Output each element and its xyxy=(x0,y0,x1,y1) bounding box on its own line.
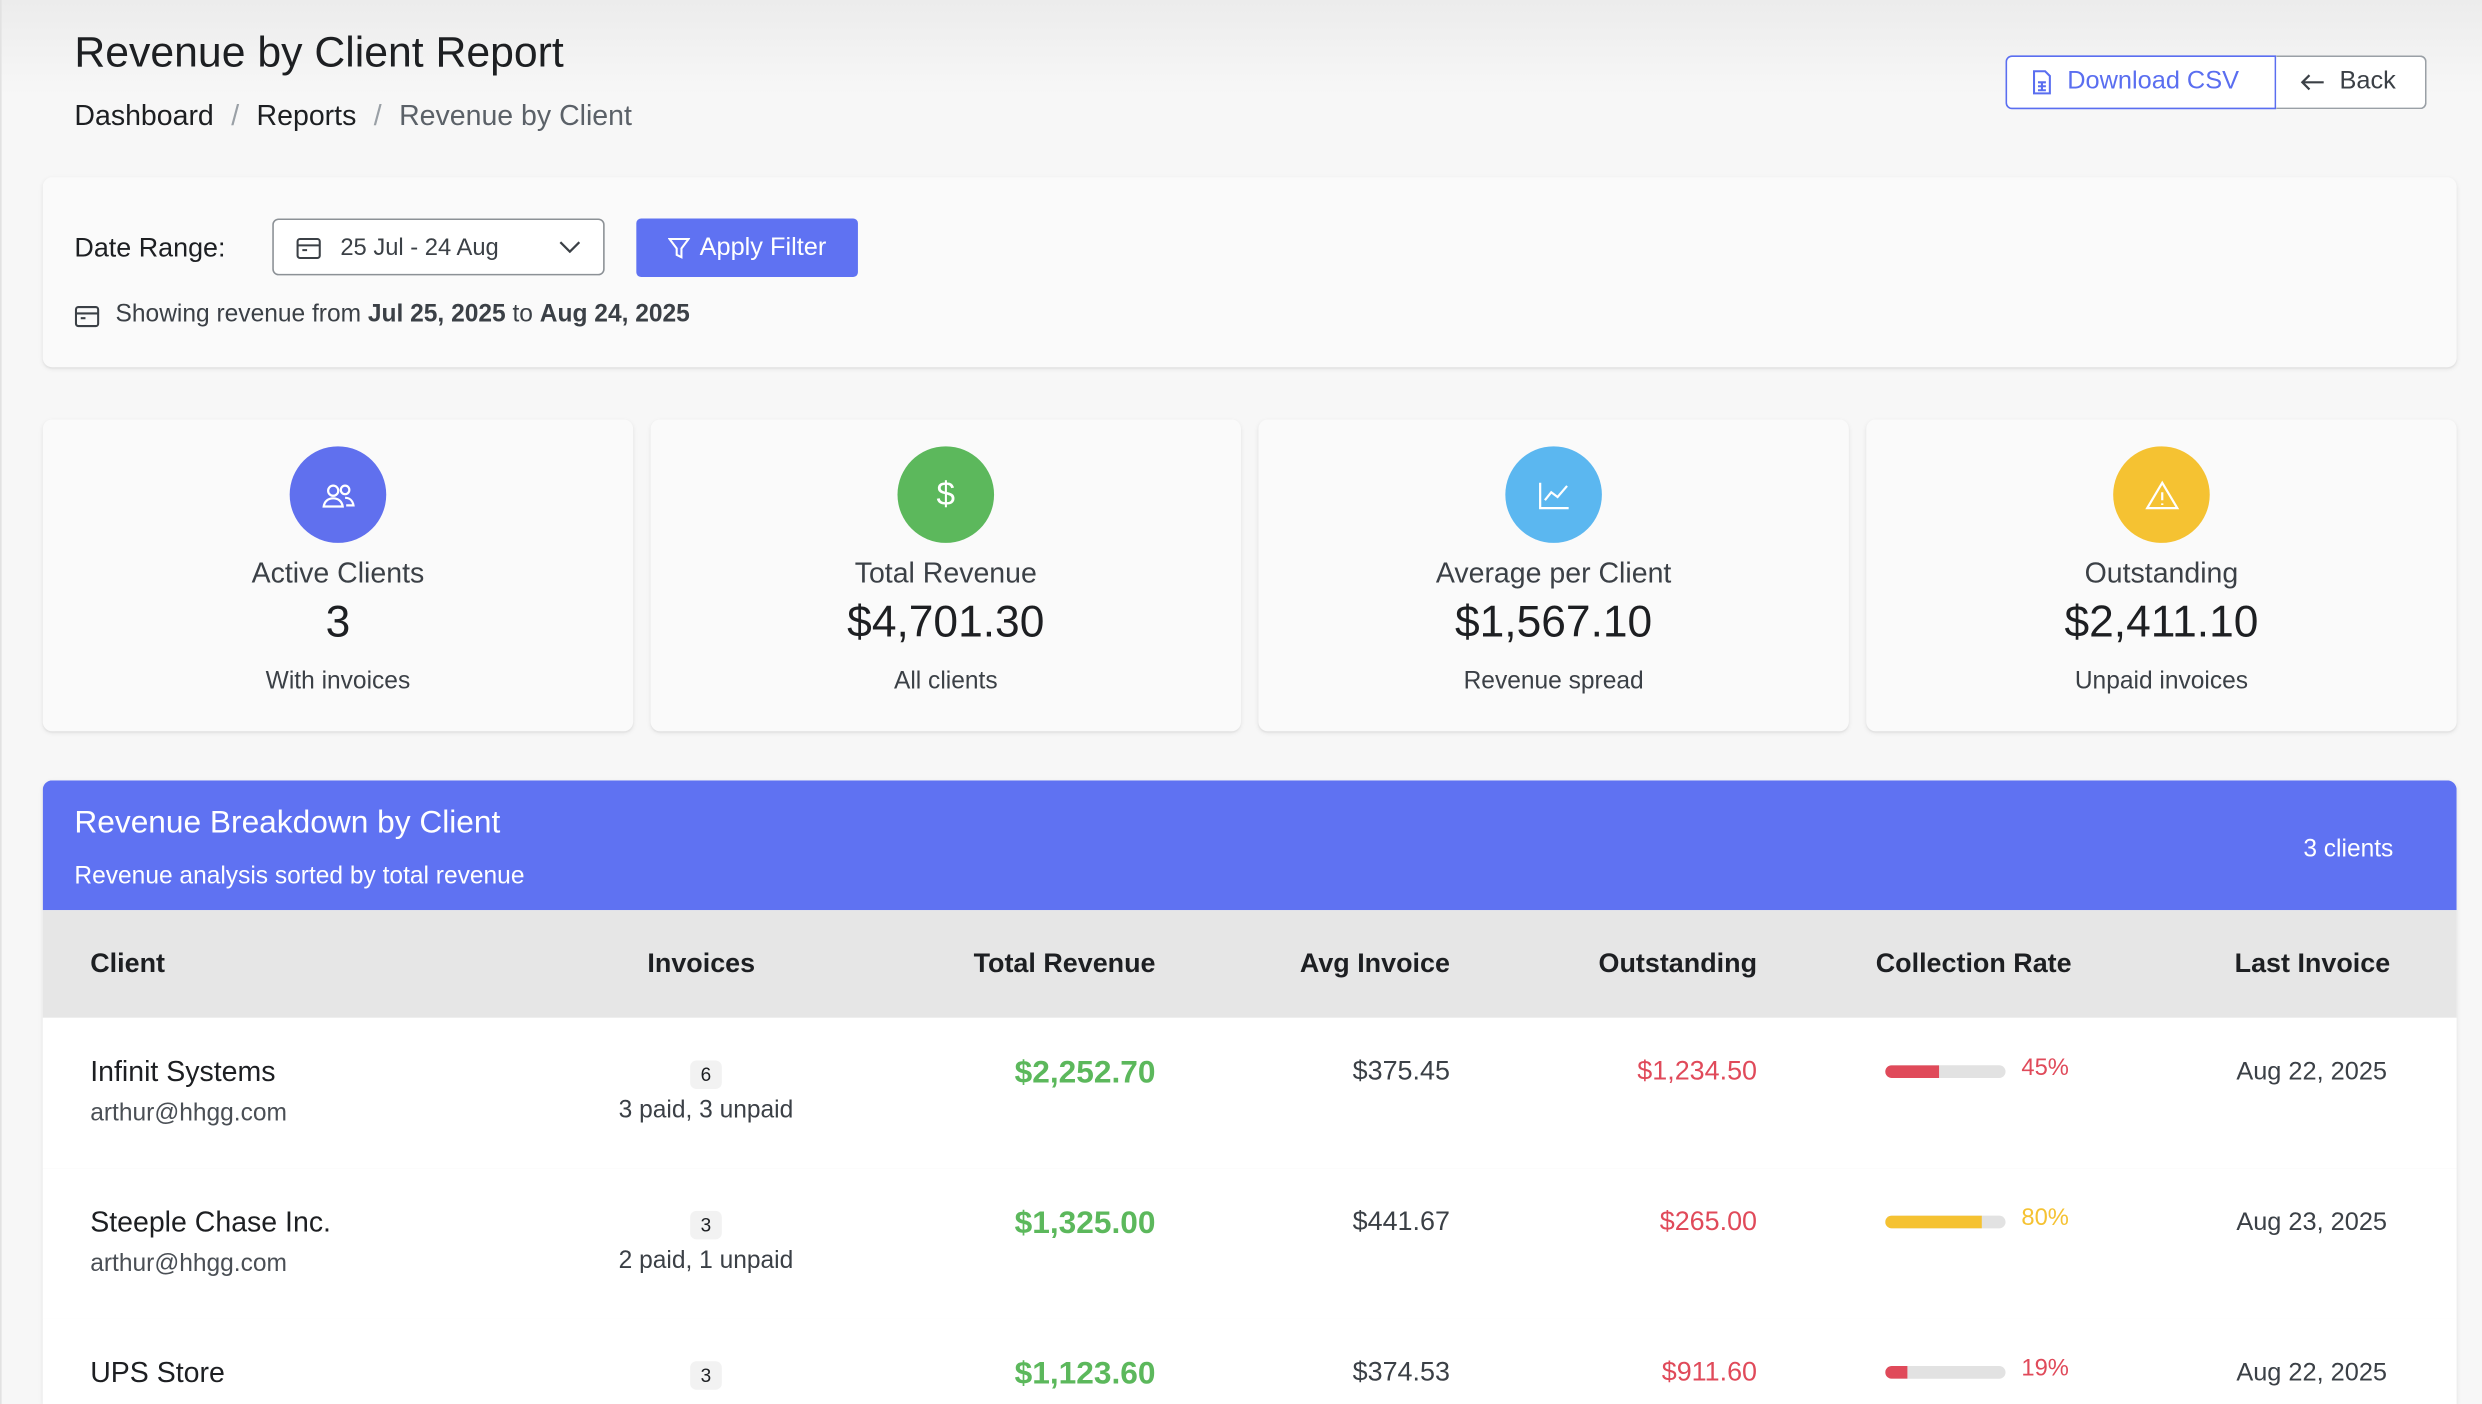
stat-label: Total Revenue xyxy=(854,557,1037,589)
warning-icon xyxy=(2113,446,2210,543)
invoice-status: 2 paid, 1 unpaid xyxy=(618,1247,794,1275)
stat-subtext: With invoices xyxy=(265,667,411,695)
download-csv-label: Download CSV xyxy=(2067,68,2240,95)
total-revenue: $1,325.00 xyxy=(1014,1206,1156,1241)
chevron-down-icon xyxy=(559,241,581,254)
client-count-badge: 3 clients xyxy=(2303,835,2394,863)
page-title: Revenue by Client Report xyxy=(74,28,564,76)
stat-card-active-clients: Active Clients 3 With invoices xyxy=(42,419,634,732)
column-header-outstanding[interactable]: Outstanding xyxy=(1598,948,1758,979)
dollar-icon: $ xyxy=(897,446,995,543)
collection-rate-bar xyxy=(1885,1215,2006,1229)
filter-card: Date Range: 25 Jul - 24 Aug Apply Filter… xyxy=(42,177,2457,368)
chart-line-icon xyxy=(1505,446,1602,543)
calendar-icon xyxy=(74,305,100,327)
stat-value: $4,701.30 xyxy=(847,596,1045,646)
breadcrumb: Dashboard / Reports / Revenue by Client xyxy=(74,100,632,133)
avg-invoice: $375.45 xyxy=(1352,1055,1450,1086)
breadcrumb-current: Revenue by Client xyxy=(399,99,632,132)
breadcrumb-separator: / xyxy=(373,99,382,132)
table-header-banner: Revenue Breakdown by Client Revenue anal… xyxy=(42,780,2457,911)
breadcrumb-separator: / xyxy=(231,99,240,132)
file-spreadsheet-icon xyxy=(2032,70,2051,95)
showing-to-word: to xyxy=(512,300,533,328)
stat-value: 3 xyxy=(325,596,351,646)
invoice-count-badge: 3 xyxy=(690,1361,722,1390)
stat-label: Active Clients xyxy=(251,557,425,589)
stat-value: $1,567.10 xyxy=(1455,596,1653,646)
client-email: arthur@hhgg.com xyxy=(90,1100,287,1128)
stat-subtext: Unpaid invoices xyxy=(2074,667,2249,695)
apply-filter-label: Apply Filter xyxy=(699,233,827,261)
outstanding-amount: $1,234.50 xyxy=(1637,1055,1758,1086)
stat-value: $2,411.10 xyxy=(2064,596,2259,646)
column-header-invoices[interactable]: Invoices xyxy=(647,948,756,979)
client-name: Steeple Chase Inc. xyxy=(90,1206,331,1238)
table-column-headers: Client Invoices Total Revenue Avg Invoic… xyxy=(42,910,2457,1018)
back-label: Back xyxy=(2339,68,2396,95)
column-header-last-invoice[interactable]: Last Invoice xyxy=(2234,948,2391,979)
total-revenue: $1,123.60 xyxy=(1014,1356,1156,1392)
calendar-icon xyxy=(296,237,321,259)
collection-rate-percent: 19% xyxy=(2021,1354,2069,1382)
showing-to-date: Aug 24, 2025 xyxy=(539,300,690,328)
apply-filter-button[interactable]: Apply Filter xyxy=(636,218,858,278)
stat-label: Outstanding xyxy=(2084,557,2239,589)
collection-rate-percent: 80% xyxy=(2021,1204,2069,1232)
column-header-client[interactable]: Client xyxy=(90,948,165,979)
collection-rate-fill xyxy=(1885,1065,1940,1078)
column-header-avg-invoice[interactable]: Avg Invoice xyxy=(1299,948,1450,979)
collection-rate-bar xyxy=(1885,1065,2006,1078)
client-name: Infinit Systems xyxy=(90,1055,276,1088)
table-row[interactable]: UPS Store 3 $1,123.60 $374.53 $911.60 19… xyxy=(42,1318,2457,1404)
invoice-count-badge: 3 xyxy=(690,1210,722,1240)
date-range-select[interactable]: 25 Jul - 24 Aug xyxy=(272,218,605,276)
left-divider xyxy=(0,0,2,1404)
revenue-table-card: Revenue Breakdown by Client Revenue anal… xyxy=(42,780,2457,1404)
outstanding-amount: $265.00 xyxy=(1659,1206,1758,1237)
stat-card-average-per-client: Average per Client $1,567.10 Revenue spr… xyxy=(1258,419,1849,732)
stat-card-total-revenue: $ Total Revenue $4,701.30 All clients xyxy=(650,419,1241,732)
collection-rate-bar xyxy=(1885,1366,2006,1379)
column-header-collection-rate[interactable]: Collection Rate xyxy=(1875,948,2072,979)
invoice-count-badge: 6 xyxy=(690,1060,722,1090)
showing-range-text: Showing revenue from Jul 25, 2025 to Aug… xyxy=(74,300,690,329)
invoice-status: 3 paid, 3 unpaid xyxy=(618,1096,794,1124)
outstanding-amount: $911.60 xyxy=(1661,1356,1758,1387)
filter-icon xyxy=(667,237,691,259)
collection-rate-fill xyxy=(1885,1215,1982,1229)
stat-label: Average per Client xyxy=(1435,557,1672,589)
last-invoice-date: Aug 22, 2025 xyxy=(2236,1058,2388,1086)
date-range-label: Date Range: xyxy=(74,232,226,263)
collection-rate-percent: 45% xyxy=(2021,1054,2069,1082)
collection-rate-fill xyxy=(1885,1366,1909,1379)
arrow-left-icon xyxy=(2300,74,2324,91)
stat-card-outstanding: Outstanding $2,411.10 Unpaid invoices xyxy=(1866,419,2457,732)
avg-invoice: $374.53 xyxy=(1352,1356,1450,1387)
showing-from-date: Jul 25, 2025 xyxy=(367,300,506,328)
table-row[interactable]: Steeple Chase Inc. arthur@hhgg.com 3 2 p… xyxy=(42,1168,2457,1321)
last-invoice-date: Aug 22, 2025 xyxy=(2236,1359,2388,1387)
client-email: arthur@hhgg.com xyxy=(90,1250,287,1278)
showing-prefix: Showing revenue from xyxy=(115,300,362,328)
header-actions: Download CSV Back xyxy=(2005,55,2427,110)
stat-subtext: All clients xyxy=(893,667,998,695)
table-subtitle: Revenue analysis sorted by total revenue xyxy=(74,862,525,890)
last-invoice-date: Aug 23, 2025 xyxy=(2236,1209,2388,1237)
avg-invoice: $441.67 xyxy=(1352,1206,1450,1237)
table-title: Revenue Breakdown by Client xyxy=(74,805,501,841)
download-csv-button[interactable]: Download CSV xyxy=(2005,55,2277,110)
users-icon xyxy=(289,446,387,543)
column-header-total-revenue[interactable]: Total Revenue xyxy=(973,948,1156,979)
table-row[interactable]: Infinit Systems arthur@hhgg.com 6 3 paid… xyxy=(42,1017,2457,1170)
breadcrumb-reports[interactable]: Reports xyxy=(256,99,357,132)
back-button[interactable]: Back xyxy=(2276,55,2427,110)
stat-subtext: Revenue spread xyxy=(1463,667,1644,695)
total-revenue: $2,252.70 xyxy=(1014,1055,1156,1091)
client-name: UPS Store xyxy=(90,1356,225,1389)
date-range-value: 25 Jul - 24 Aug xyxy=(340,233,499,261)
breadcrumb-dashboard[interactable]: Dashboard xyxy=(74,99,214,132)
